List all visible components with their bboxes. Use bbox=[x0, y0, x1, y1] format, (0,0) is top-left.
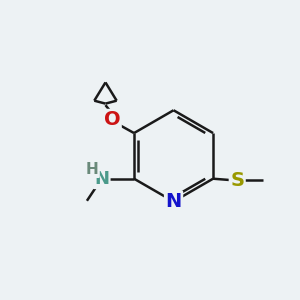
Text: N: N bbox=[94, 170, 109, 188]
Text: O: O bbox=[103, 110, 120, 129]
Text: S: S bbox=[230, 171, 244, 190]
Text: H: H bbox=[86, 162, 99, 177]
Text: N: N bbox=[165, 192, 182, 211]
